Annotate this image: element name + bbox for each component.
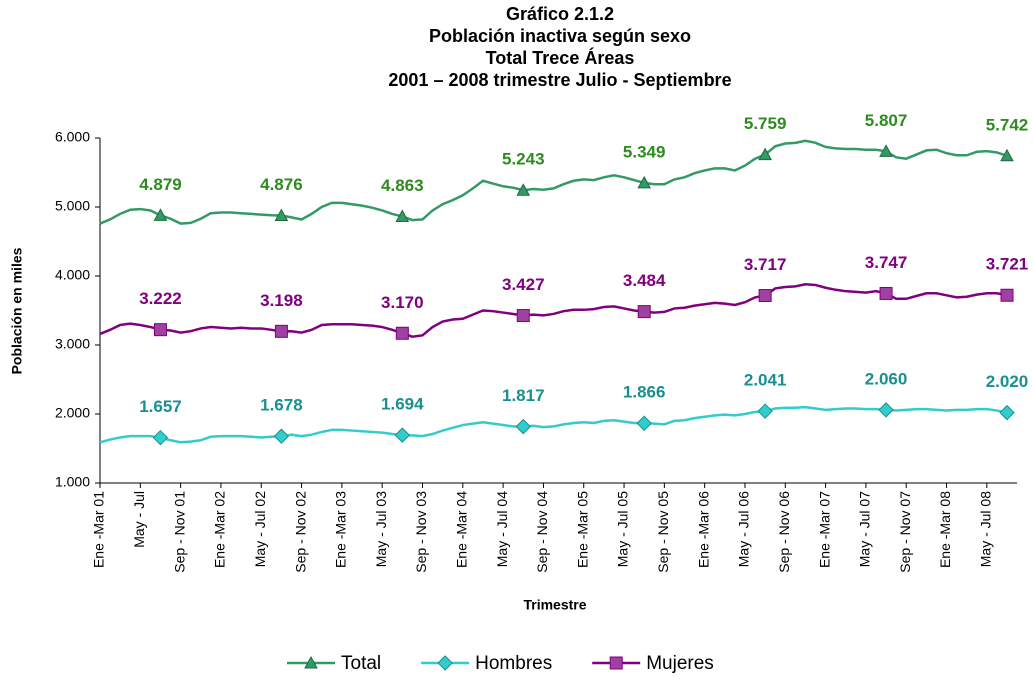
chart-title: Total Trece Áreas (486, 47, 635, 68)
data-label: 3.198 (260, 291, 303, 310)
data-label: 1.817 (502, 386, 545, 405)
point-marker (879, 144, 893, 157)
x-tick-label: May - Jul 04 (494, 491, 510, 567)
legend-label: Total (341, 653, 381, 674)
x-tick-label: Ene -Mar 08 (937, 491, 953, 568)
x-tick-label: Sep - Nov 03 (413, 491, 429, 573)
data-label: 3.427 (502, 275, 545, 294)
data-label: 1.694 (381, 395, 424, 414)
data-label: 5.349 (623, 142, 666, 161)
point-marker (273, 428, 290, 444)
point-marker (637, 305, 651, 319)
point-marker (516, 183, 531, 196)
x-tick-label: May - Jul 03 (373, 491, 389, 567)
point-marker (758, 289, 772, 303)
x-tick-label: Sep - Nov 06 (776, 491, 792, 573)
data-label: 5.759 (744, 114, 787, 133)
y-tick-label: 5.000 (55, 198, 90, 214)
data-label: 2.060 (865, 369, 908, 388)
point-marker (757, 403, 773, 419)
data-label: 5.742 (986, 115, 1029, 134)
point-marker (1000, 288, 1014, 302)
point-marker (878, 402, 894, 418)
data-label: 4.879 (139, 175, 182, 194)
series-line (99, 405, 1008, 444)
point-marker (879, 286, 893, 300)
data-label: 1.678 (260, 396, 303, 415)
chart-title: Gráfico 2.1.2 (506, 4, 614, 24)
point-marker (274, 324, 288, 338)
point-marker (152, 429, 169, 446)
point-marker (395, 209, 410, 222)
y-tick-label: 4.000 (55, 267, 90, 283)
legend-label: Mujeres (646, 653, 714, 674)
chart-title: Población inactiva según sexo (429, 26, 691, 46)
data-label: 3.747 (865, 253, 908, 272)
chart-title: 2001 – 2008 trimestre Julio - Septiembre (388, 70, 731, 90)
x-tick-label: Sep - Nov 02 (292, 491, 308, 573)
x-tick-label: May - Jul 05 (615, 491, 631, 567)
point-marker (1000, 148, 1014, 162)
y-tick-label: 3.000 (55, 336, 90, 352)
data-label: 1.866 (623, 383, 666, 402)
data-label: 2.041 (744, 371, 787, 390)
legend-marker (609, 656, 623, 670)
x-tick-label: Ene -Mar 06 (695, 491, 711, 568)
x-tick-label: Ene -Mar 03 (333, 491, 349, 568)
data-label: 3.222 (139, 289, 182, 308)
y-tick-label: 1.000 (55, 474, 90, 490)
x-tick-label: Sep - Nov 05 (655, 491, 671, 573)
x-tick-label: May - Jul (131, 491, 147, 548)
series-line (99, 283, 1008, 338)
x-tick-label: Sep - Nov 07 (897, 491, 913, 573)
y-axis-title: Población en miles (9, 247, 25, 374)
x-tick-label: May - Jul 06 (736, 491, 752, 567)
data-label: 4.863 (381, 176, 424, 195)
point-marker (637, 175, 652, 189)
x-tick-label: Ene -Mar 02 (212, 491, 228, 568)
point-marker (999, 404, 1015, 421)
point-marker (395, 326, 409, 340)
data-label: 3.717 (744, 255, 787, 274)
data-label: 3.170 (381, 293, 424, 312)
y-tick-label: 2.000 (55, 405, 90, 421)
y-tick-label: 6.000 (55, 129, 90, 145)
data-label: 1.657 (139, 397, 182, 416)
point-marker (636, 415, 652, 431)
point-marker (758, 147, 772, 161)
point-marker (153, 323, 167, 337)
data-label: 2.020 (986, 372, 1029, 391)
x-tick-label: May - Jul 02 (252, 491, 268, 567)
point-marker (515, 418, 531, 435)
x-tick-label: Ene -Mar 07 (816, 491, 832, 568)
x-tick-label: Sep - Nov 01 (171, 491, 187, 573)
x-axis-title: Trimestre (523, 597, 586, 613)
x-tick-label: Ene -Mar 01 (91, 491, 107, 568)
point-marker (394, 427, 411, 443)
data-label: 3.484 (623, 271, 666, 290)
legend-label: Hombres (475, 653, 552, 674)
data-label: 4.876 (260, 175, 303, 194)
data-label: 5.807 (865, 111, 908, 130)
data-label: 3.721 (986, 255, 1029, 274)
x-tick-label: Sep - Nov 04 (534, 491, 550, 573)
point-marker (153, 208, 168, 221)
data-label: 5.243 (502, 150, 545, 169)
point-marker (516, 309, 530, 323)
legend-marker (304, 655, 318, 669)
x-tick-label: Ene -Mar 05 (574, 491, 590, 568)
legend-marker (437, 655, 453, 671)
point-marker (274, 208, 289, 222)
x-tick-label: Ene -Mar 04 (454, 491, 470, 568)
x-tick-label: May - Jul 07 (857, 491, 873, 567)
series-line (99, 139, 1008, 225)
x-tick-label: May - Jul 08 (978, 491, 994, 567)
